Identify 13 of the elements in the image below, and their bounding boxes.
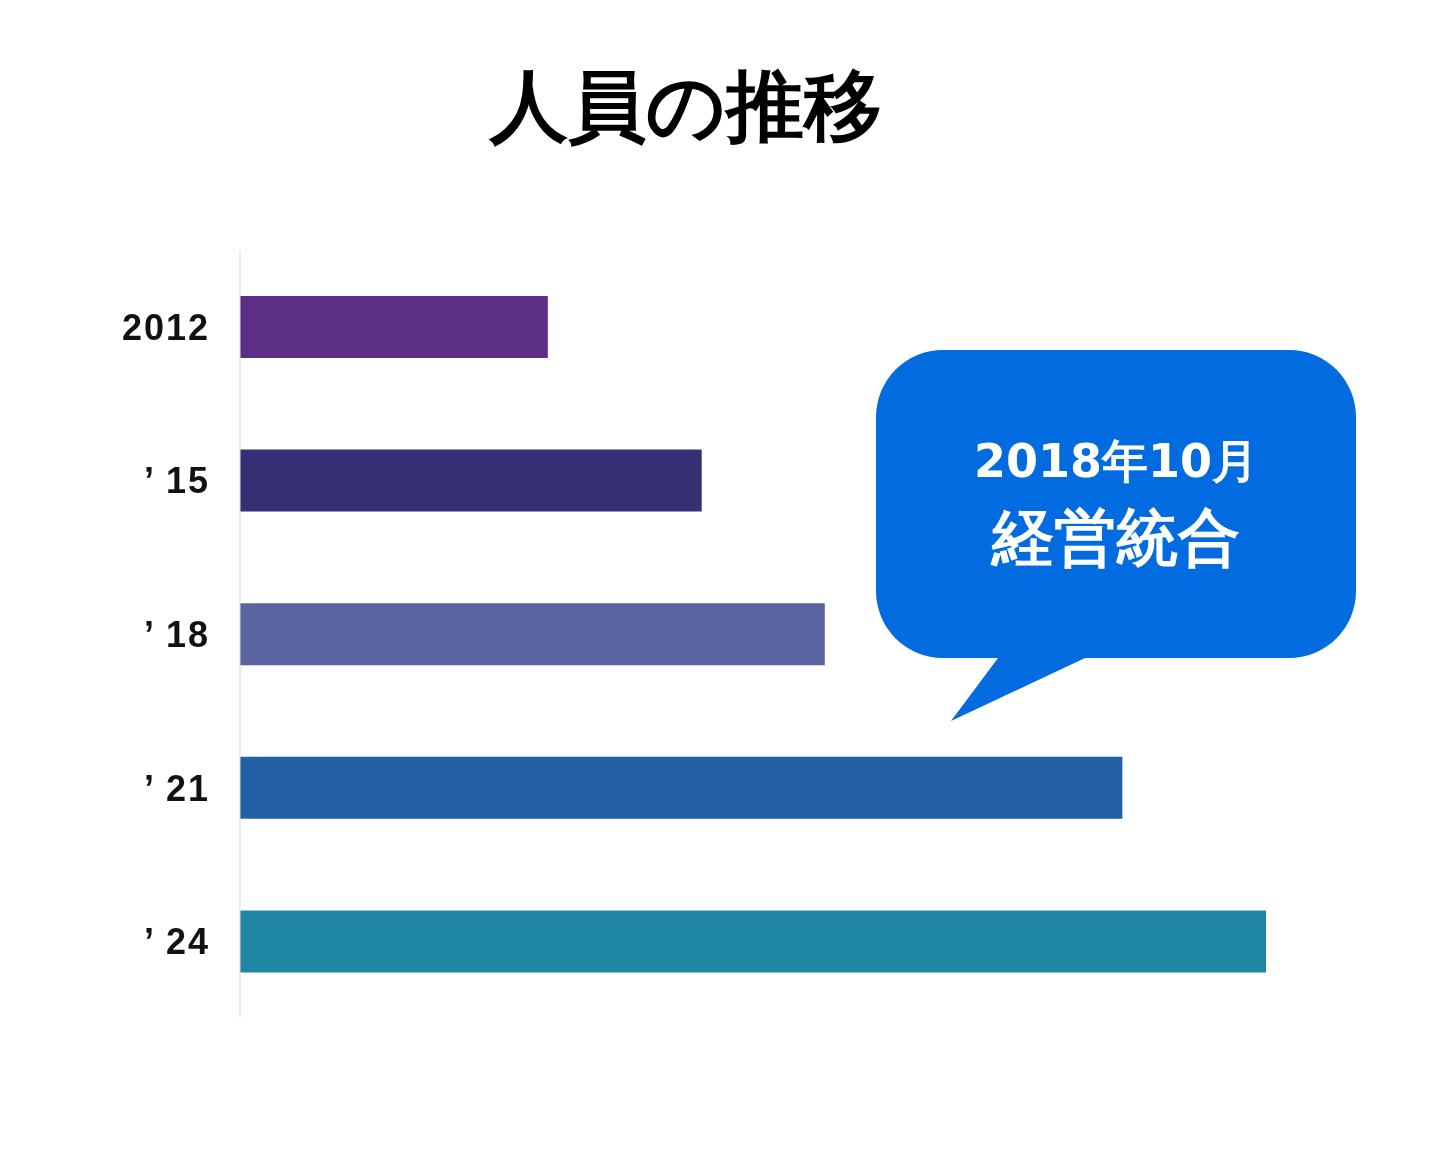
annotation: 2018年10月 [973, 433, 1259, 488]
y-tick-label: ’ 24 [143, 921, 210, 963]
y-tick-label: ’ 18 [143, 613, 210, 655]
bar [240, 449, 702, 512]
bar [240, 296, 548, 358]
bar [240, 603, 825, 666]
chart-title: 人員の推移 [488, 60, 883, 153]
y-tick-label: ’ 15 [143, 460, 210, 502]
y-tick-label: ’ 21 [143, 767, 210, 809]
bar [240, 910, 1266, 973]
y-tick-label: 2012 [121, 306, 210, 348]
bar [240, 756, 1123, 819]
annotation: 経営統合 [992, 501, 1240, 575]
